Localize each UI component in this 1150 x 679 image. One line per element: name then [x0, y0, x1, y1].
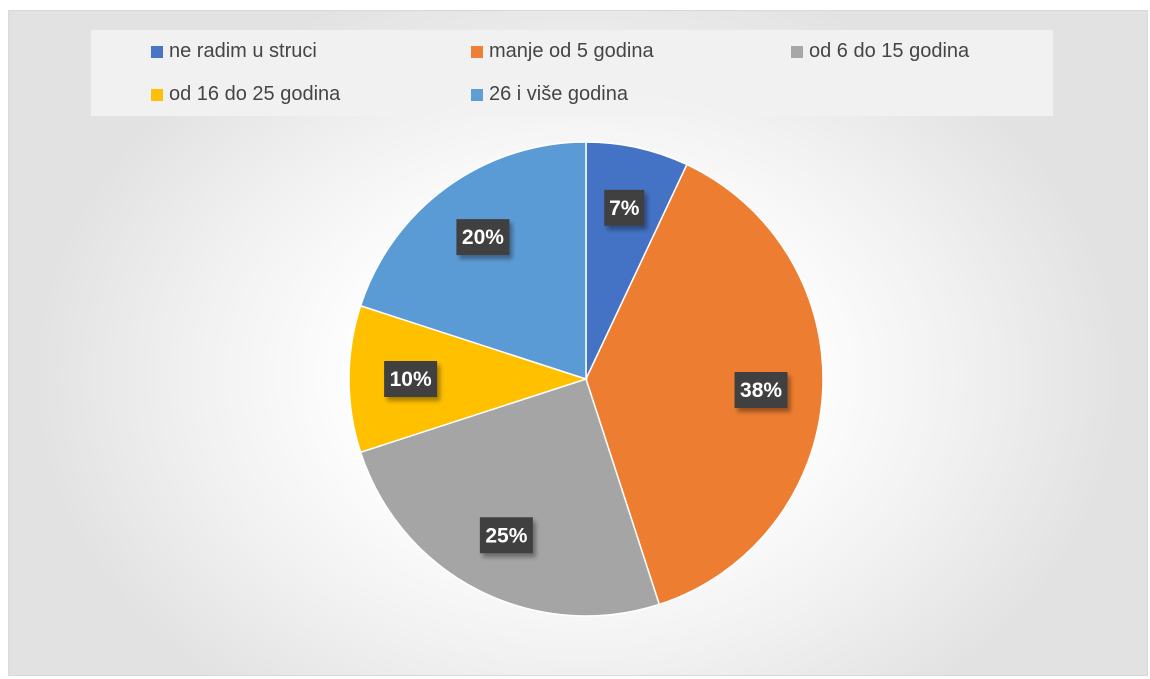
- legend-item-od-6-do-15-godina: od 6 do 15 godina: [791, 40, 969, 63]
- legend: ne radim u struci manje od 5 godina od 6…: [91, 30, 1053, 116]
- legend-swatch-ne-radim-u-struci: [151, 45, 163, 58]
- legend-item-od-16-do-25-godina: od 16 do 25 godina: [151, 83, 340, 106]
- legend-swatch-manje-od-5-godina: [471, 45, 483, 58]
- legend-label-od-6-do-15-godina: od 6 do 15 godina: [809, 40, 970, 62]
- pie-slice-26-i-vise-godina: [359, 141, 587, 381]
- data-label-box: [456, 219, 510, 256]
- legend-swatch-od-16-do-25-godina: [151, 88, 163, 101]
- legend-item-ne-radim-u-struci: ne radim u struci: [151, 40, 317, 63]
- data-label-text: 20%: [462, 226, 504, 249]
- data-label-text: 38%: [740, 379, 782, 402]
- pie-slice-od-6-do-15-godina: [359, 378, 661, 617]
- data-label-box: [734, 372, 788, 409]
- legend-item-manje-od-5-godina: manje od 5 godina: [471, 40, 654, 63]
- pie-slice-od-16-do-25-godina: [348, 304, 589, 454]
- legend-label-manje-od-5-godina: manje od 5 godina: [489, 40, 654, 62]
- data-label-od-6-do-15-godina: 25%: [479, 517, 533, 554]
- legend-item-26-i-vise-godina: 26 i više godina: [471, 83, 628, 106]
- legend-swatch-od-6-do-15-godina: [791, 45, 803, 58]
- chart-area: ne radim u struci manje od 5 godina od 6…: [8, 10, 1148, 676]
- data-label-box: [384, 361, 438, 397]
- legend-swatch-26-i-vise-godina: [471, 88, 483, 101]
- data-label-ne-radim-u-struci: 7%: [604, 189, 645, 226]
- data-label-text: 25%: [485, 524, 527, 547]
- legend-label-od-16-do-25-godina: od 16 do 25 godina: [169, 83, 341, 105]
- data-label-manje-od-5-godina: 38%: [734, 372, 788, 409]
- data-label-text: 7%: [609, 197, 640, 220]
- legend-label-ne-radim-u-struci: ne radim u struci: [169, 40, 317, 62]
- data-label-box: [604, 189, 645, 226]
- data-label-text: 10%: [390, 368, 432, 391]
- legend-label-26-i-vise-godina: 26 i više godina: [489, 83, 628, 105]
- pie-chart: 7% 38% 25% 10% 20%: [348, 141, 824, 617]
- data-label-26-i-vise-godina: 20%: [456, 219, 510, 256]
- data-label-od-16-do-25-godina: 10%: [384, 361, 438, 397]
- pie-data-labels: 7% 38% 25% 10% 20%: [384, 189, 788, 554]
- data-label-box: [479, 517, 533, 554]
- pie-slice-manje-od-5-godina: [585, 163, 824, 606]
